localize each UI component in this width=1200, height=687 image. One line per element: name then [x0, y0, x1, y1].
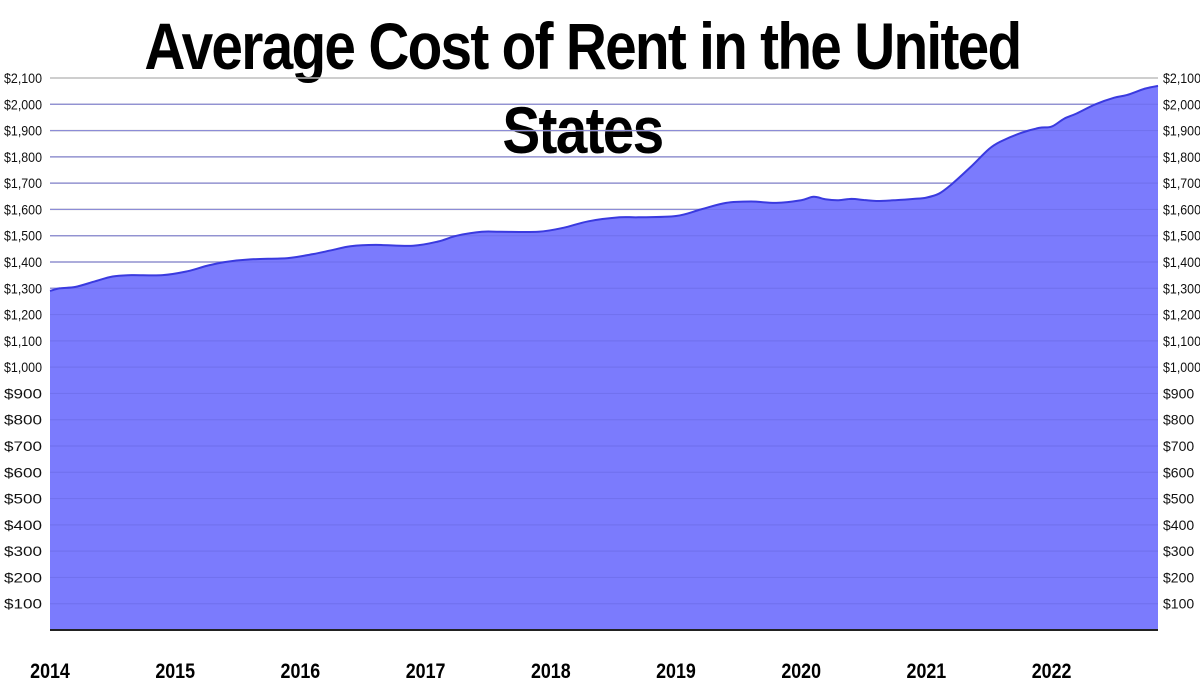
x-tick-label: 2020	[781, 660, 821, 684]
y-tick-label-left: $1,900	[4, 123, 42, 139]
y-tick-label-right: $300	[1163, 543, 1194, 559]
rent-area	[50, 85, 1158, 630]
y-tick-label-right: $700	[1163, 438, 1194, 454]
y-tick-label-left: $2,000	[4, 96, 42, 112]
y-tick-label-left: $300	[4, 543, 42, 559]
x-tick-label: 2017	[406, 660, 446, 684]
y-tick-label-right: $200	[1163, 569, 1194, 585]
y-tick-label-left: $500	[4, 491, 42, 507]
y-axis-left: $100 $200 $300 $400 $500 $600 $700 $800 $900 $1,0…	[4, 70, 42, 612]
y-tick-label-right: $100	[1163, 596, 1194, 612]
y-tick-label-right: $1,600	[1163, 201, 1200, 217]
y-tick-label-left: $600	[4, 464, 42, 480]
y-tick-label-right: $1,400	[1163, 254, 1200, 270]
y-tick-label-right: $1,700	[1163, 175, 1200, 191]
y-tick-label-left: $400	[4, 517, 42, 533]
y-tick-label-right: $1,200	[1163, 307, 1200, 323]
rent-line	[49, 84, 1159, 292]
y-tick-label-right: $1,500	[1163, 228, 1200, 244]
y-tick-label-right: $400	[1163, 517, 1194, 533]
y-tick-label-left: $1,500	[4, 228, 42, 244]
y-tick-label-right: $1,300	[1163, 280, 1200, 296]
y-tick-label-left: $1,200	[4, 307, 42, 323]
x-tick-label: 2019	[656, 660, 696, 684]
y-tick-label-left: $200	[4, 569, 42, 585]
x-tick-label: 2016	[281, 660, 321, 684]
y-tick-label-right: $600	[1163, 464, 1194, 480]
x-tick-label: 2021	[907, 660, 947, 684]
y-tick-label-left: $1,300	[4, 280, 42, 296]
y-tick-label-right: $1,000	[1163, 359, 1200, 375]
area-series	[49, 84, 1159, 631]
y-tick-label-left: $1,000	[4, 359, 42, 375]
y-tick-label-left: $2,100	[4, 70, 42, 86]
y-tick-label-left: $1,600	[4, 201, 42, 217]
y-tick-label-right: $1,900	[1163, 123, 1200, 139]
y-tick-label-left: $700	[4, 438, 42, 454]
y-axis-right: $100 $200 $300 $400 $500 $600 $700 $800 $900 $1,0…	[1163, 70, 1200, 612]
y-tick-label-left: $1,800	[4, 149, 42, 165]
y-tick-label-left: $800	[4, 412, 42, 428]
y-tick-label-right: $800	[1163, 412, 1194, 428]
x-tick-label: 2018	[531, 660, 571, 684]
y-tick-label-right: $1,100	[1163, 333, 1200, 349]
y-tick-label-left: $100	[4, 596, 42, 612]
y-tick-label-left: $1,700	[4, 175, 42, 191]
y-tick-label-right: $2,100	[1163, 70, 1200, 86]
y-tick-label-right: $2,000	[1163, 96, 1200, 112]
y-tick-label-right: $1,800	[1163, 149, 1200, 165]
x-tick-label: 2022	[1032, 660, 1072, 684]
y-tick-label-right: $500	[1163, 491, 1194, 507]
x-tick-label: 2015	[155, 660, 195, 684]
x-tick-label: 2014	[30, 660, 70, 684]
y-tick-label-right: $900	[1163, 385, 1194, 401]
y-tick-label-left: $1,400	[4, 254, 42, 270]
y-tick-label-left: $1,100	[4, 333, 42, 349]
y-tick-label-left: $900	[4, 385, 42, 401]
x-axis: 2014 2015 2016 2017 2018 2019 2020 2021 2022	[30, 660, 1071, 684]
